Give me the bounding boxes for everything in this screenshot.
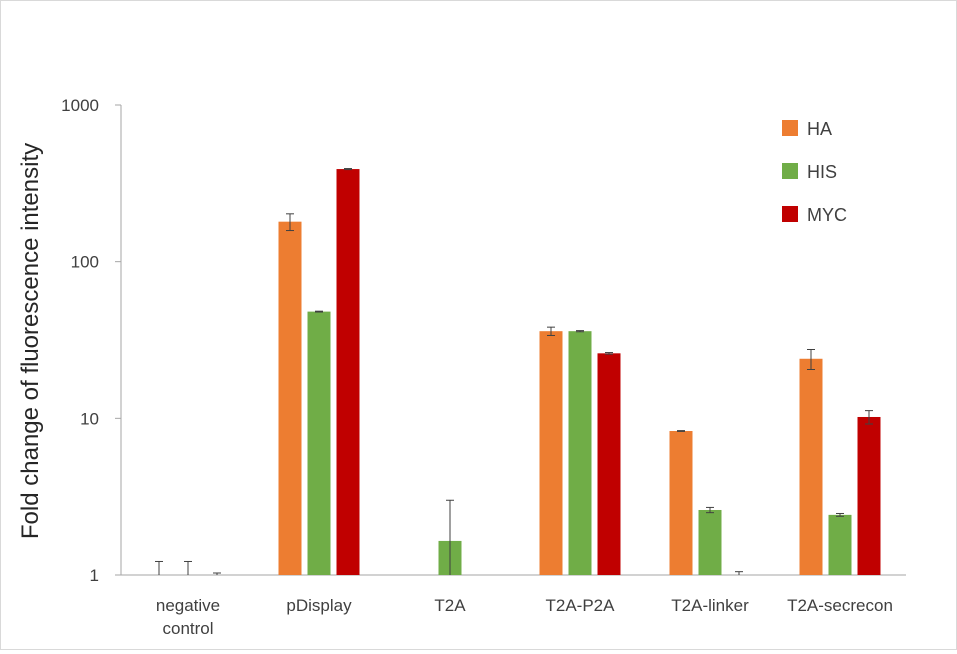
error-bar [576, 330, 584, 333]
bar-myc [597, 353, 621, 575]
bar-ha [539, 331, 563, 575]
y-tick-label: 1 [90, 566, 99, 585]
bar-ha [799, 358, 823, 575]
legend-label-myc: MYC [807, 205, 847, 225]
bar-his [828, 514, 852, 575]
bar-myc [857, 416, 881, 575]
legend-swatch-his [782, 163, 798, 179]
error-bar [735, 571, 743, 575]
axes: 1 10 100 1000 [61, 96, 906, 585]
error-bar [547, 326, 555, 336]
error-bar [155, 560, 163, 575]
error-bar [836, 512, 844, 517]
bar-his [568, 331, 592, 575]
error-bar [706, 506, 714, 514]
bar-his [307, 311, 331, 575]
bar-ha [278, 221, 302, 575]
error-bar [315, 310, 323, 313]
legend-label-ha: HA [807, 119, 832, 139]
legend-swatch-myc [782, 206, 798, 222]
y-tick-label: 10 [80, 409, 99, 428]
error-bars [155, 168, 873, 575]
error-bar [344, 168, 352, 171]
category-label: negative control [156, 596, 220, 638]
y-tick-label: 100 [71, 253, 99, 272]
error-bar [446, 499, 454, 575]
error-bar [677, 430, 685, 432]
legend: HA HIS MYC [782, 119, 847, 225]
error-bar [807, 349, 815, 370]
y-axis-label: Fold change of fluorescence intensity [17, 143, 44, 539]
error-bar [213, 572, 221, 575]
bars [278, 169, 881, 576]
error-bar [184, 560, 192, 575]
category-labels: negative control pDisplay T2A T2A-P2A T2A-lin… [156, 596, 893, 638]
bar-his [698, 509, 722, 575]
bar-myc [336, 169, 360, 576]
category-label: T2A-linker [671, 596, 749, 615]
category-label: T2A-secrecon [787, 596, 893, 615]
category-label: T2A [434, 596, 466, 615]
y-tick-label: 1000 [61, 96, 99, 115]
error-bar [865, 410, 873, 425]
category-label: pDisplay [286, 596, 352, 615]
error-bar [605, 352, 613, 355]
bar-ha [669, 431, 693, 575]
error-bar [286, 213, 294, 232]
legend-swatch-ha [782, 120, 798, 136]
legend-label-his: HIS [807, 162, 837, 182]
category-label: T2A-P2A [546, 596, 616, 615]
